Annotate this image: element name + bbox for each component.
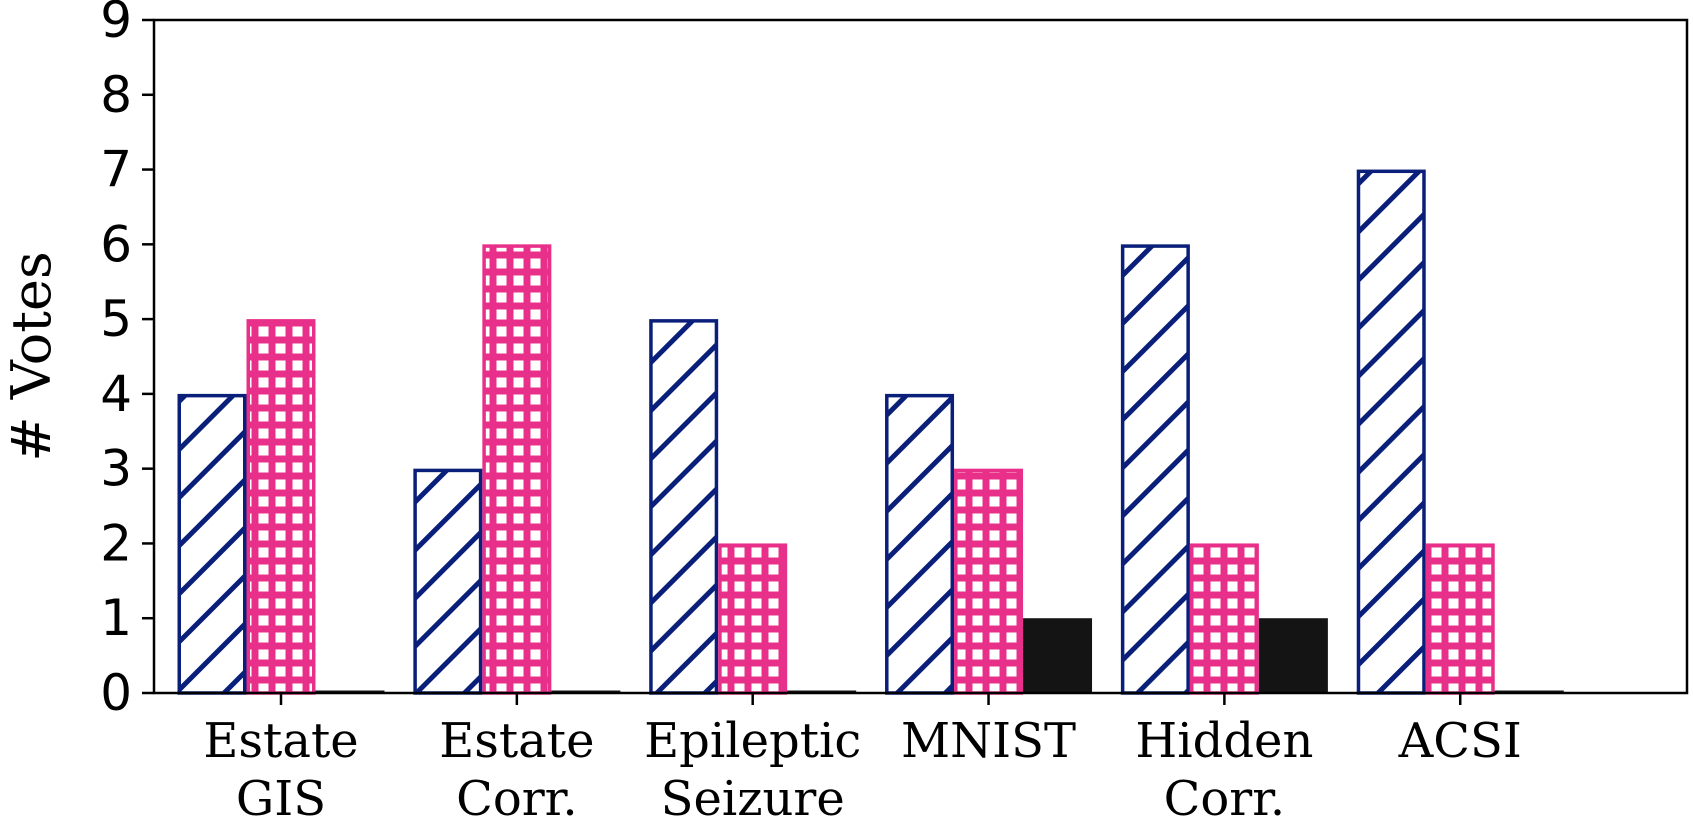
labels-layer: 0123456789EstateGISEstateCorr.EpilepticS… bbox=[0, 0, 1522, 827]
x-tick-label-0-1: GIS bbox=[236, 771, 326, 827]
y-tick-label-5: 5 bbox=[100, 290, 132, 348]
y-tick-label-8: 8 bbox=[100, 66, 132, 124]
x-tick-label-4-1: Corr. bbox=[1164, 771, 1286, 827]
bar-series-1-2 bbox=[649, 319, 719, 695]
bar-series-2-4 bbox=[1189, 543, 1259, 695]
y-axis-label: # Votes bbox=[0, 251, 63, 461]
x-tick-label-0-0: Estate bbox=[203, 713, 358, 769]
y-tick-label-2: 2 bbox=[100, 514, 132, 572]
x-tick-label-3-0: MNIST bbox=[901, 713, 1076, 769]
y-tick-label-6: 6 bbox=[100, 215, 132, 273]
bar-series-3-3 bbox=[1023, 618, 1093, 694]
bar-series-3-4 bbox=[1258, 618, 1328, 694]
bar-series-1-0 bbox=[177, 393, 247, 695]
category-group-1 bbox=[413, 244, 621, 695]
y-tick-label-3: 3 bbox=[100, 440, 132, 498]
bar-series-1-5 bbox=[1356, 169, 1426, 695]
x-tick-label-1-1: Corr. bbox=[456, 771, 578, 827]
bar-series-2-1 bbox=[482, 244, 552, 695]
plot-frame bbox=[152, 18, 1689, 695]
bar-series-2-0 bbox=[246, 319, 316, 695]
bar-series-1-1 bbox=[413, 468, 483, 695]
category-group-4 bbox=[1120, 244, 1328, 695]
y-tick-label-4: 4 bbox=[100, 365, 132, 423]
bar-series-1-3 bbox=[885, 393, 955, 695]
category-group-0 bbox=[177, 319, 385, 695]
y-tick-label-7: 7 bbox=[100, 141, 132, 199]
x-tick-label-4-0: Hidden bbox=[1135, 713, 1313, 769]
bar-series-2-3 bbox=[954, 468, 1024, 695]
bars-layer bbox=[177, 169, 1564, 695]
category-group-2 bbox=[649, 319, 857, 695]
bar-series-2-2 bbox=[718, 543, 788, 695]
axes-layer bbox=[142, 18, 1689, 705]
x-tick-label-2-1: Seizure bbox=[661, 771, 845, 827]
category-group-5 bbox=[1356, 169, 1564, 695]
bar-series-1-4 bbox=[1120, 244, 1190, 695]
y-tick-label-9: 9 bbox=[100, 0, 132, 49]
y-tick-label-0: 0 bbox=[100, 664, 132, 722]
bar-series-2-5 bbox=[1425, 543, 1495, 695]
x-tick-label-1-0: Estate bbox=[439, 713, 594, 769]
category-group-3 bbox=[885, 393, 1093, 695]
x-tick-label-2-0: Epileptic bbox=[644, 713, 861, 769]
x-tick-label-5-0: ACSI bbox=[1398, 713, 1522, 769]
y-tick-label-1: 1 bbox=[100, 589, 132, 647]
